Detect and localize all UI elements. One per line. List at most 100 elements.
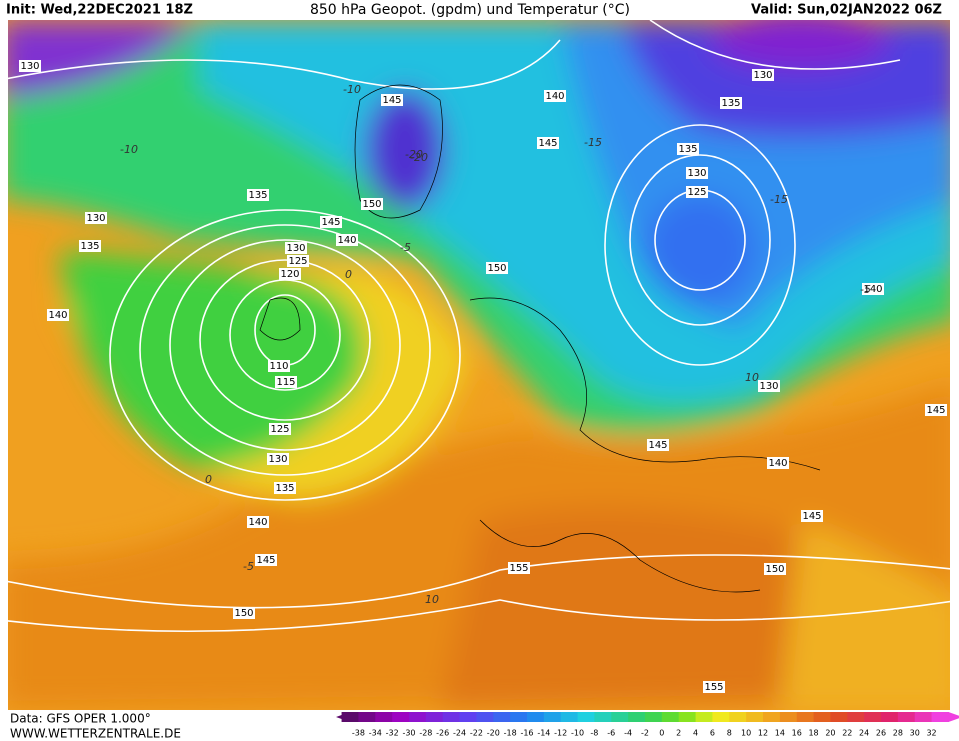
isotherm-label: 0 xyxy=(205,473,212,486)
colorbar-swatch xyxy=(577,712,595,722)
colorbar-swatch xyxy=(813,712,831,722)
colorbar-swatch xyxy=(914,712,933,722)
geopotential-label: 130 xyxy=(86,213,105,224)
colorbar-swatch xyxy=(459,712,477,722)
colorbar-swatch xyxy=(628,712,646,722)
colorbar-label: 16 xyxy=(792,729,802,738)
geopotential-label: 125 xyxy=(288,256,307,267)
colorbar-swatch xyxy=(897,712,916,722)
colorbar-swatch xyxy=(543,712,562,722)
colorbar-swatch xyxy=(392,712,410,722)
colorbar-label: 26 xyxy=(876,729,886,738)
geopotential-label: 135 xyxy=(721,98,740,109)
label-box xyxy=(79,240,101,252)
label-box xyxy=(336,234,358,246)
label-box xyxy=(703,681,725,693)
colorbar-label: -16 xyxy=(520,729,533,738)
geopotential-label: 145 xyxy=(256,555,275,566)
label-box xyxy=(720,97,742,109)
colorbar: -38 -34 -32 -30 -28 -26 -24 -22 -20 -18 -16 -14 -12-… xyxy=(336,712,959,738)
colorbar-swatch xyxy=(661,712,680,722)
data-source: Data: GFS OPER 1.000° xyxy=(10,712,151,726)
colorbar-label: -34 xyxy=(369,729,382,738)
colorbar-label: 20 xyxy=(825,729,835,738)
valid-time: Valid: Sun,02JAN2022 06Z xyxy=(751,3,942,18)
label-box xyxy=(758,380,780,392)
geopotential-label: 130 xyxy=(687,168,706,179)
label-box xyxy=(925,404,947,416)
colorbar-swatch xyxy=(560,712,579,722)
label-box xyxy=(752,69,774,81)
geopotential-label: 140 xyxy=(768,458,787,469)
colorbar-label: -6 xyxy=(607,729,615,738)
label-box xyxy=(279,268,301,280)
colorbar-label: 24 xyxy=(859,729,869,738)
colorbar-label: 6 xyxy=(710,729,715,738)
label-box xyxy=(381,94,403,106)
colorbar-swatch xyxy=(830,712,848,722)
label-box xyxy=(47,309,69,321)
isotherm-label: 0 xyxy=(345,268,352,281)
geopotential-label: 145 xyxy=(802,511,821,522)
colorbar-swatch xyxy=(442,712,461,722)
colorbar-swatch xyxy=(695,712,713,722)
colorbar-swatch xyxy=(645,712,663,722)
isotherm-label: -5 xyxy=(243,560,254,573)
colorbar-label: -14 xyxy=(537,729,550,738)
label-box xyxy=(544,90,566,102)
geopotential-label: 120 xyxy=(280,269,299,280)
colorbar-label: -12 xyxy=(554,729,567,738)
colorbar-label: 10 xyxy=(741,729,751,738)
coastlines xyxy=(259,84,821,593)
colorbar-swatch xyxy=(712,712,730,722)
colorbar-swatch xyxy=(527,712,545,722)
label-box xyxy=(285,242,307,254)
label-box xyxy=(85,212,107,224)
geopotential-label: 150 xyxy=(234,608,253,619)
label-box xyxy=(361,198,383,210)
colorbar-arrow xyxy=(948,712,959,722)
label-box xyxy=(287,255,309,267)
colorbar-label: -28 xyxy=(419,729,432,738)
label-box xyxy=(647,439,669,451)
colorbar-swatch xyxy=(341,712,359,722)
label-box xyxy=(862,283,884,295)
colorbar-label: -4 xyxy=(624,729,632,738)
geopotential-label: 155 xyxy=(509,563,528,574)
colorbar-label: 32 xyxy=(926,729,936,738)
label-box xyxy=(233,607,255,619)
geopotential-label: 135 xyxy=(678,144,697,155)
label-box xyxy=(677,143,699,155)
geopotential-label: 150 xyxy=(487,263,506,274)
isotherm-label: -15 xyxy=(584,136,602,149)
geopotential-label: 145 xyxy=(321,217,340,228)
geopotential-label: 145 xyxy=(648,440,667,451)
map-area: 130 145 140 145 130 135 135 130 125 130 135 135 145 1… xyxy=(8,20,950,710)
label-box xyxy=(267,453,289,465)
colorbar-swatch xyxy=(763,712,781,722)
geopotential-label: 135 xyxy=(248,190,267,201)
geopotential-contours xyxy=(8,20,950,633)
isotherm-label: -10 xyxy=(120,143,138,156)
colorbar-label: 12 xyxy=(758,729,768,738)
colorbar-swatch xyxy=(425,712,444,722)
geopotential-label: 140 xyxy=(48,310,67,321)
geopotential-label: 110 xyxy=(269,361,288,372)
colorbar-swatch xyxy=(594,712,612,722)
colorbar-label: 8 xyxy=(727,729,732,738)
colorbar-swatch xyxy=(931,712,949,722)
isotherm-label: 10 xyxy=(745,371,759,384)
colorbar-label: -30 xyxy=(402,729,415,738)
colorbar-label: 28 xyxy=(893,729,903,738)
label-box xyxy=(274,482,296,494)
label-box xyxy=(686,167,708,179)
map-title: 850 hPa Geopot. (gpdm) und Temperatur (°… xyxy=(310,2,630,18)
colorbar-label: -32 xyxy=(386,729,399,738)
isotherm-label: -5 xyxy=(860,283,871,296)
isotherm-label: -20 xyxy=(405,148,423,161)
colorbar-swatch xyxy=(729,712,747,722)
colorbar-swatch xyxy=(779,712,798,722)
colorbar-swatch xyxy=(796,712,815,722)
colorbar-label: -2 xyxy=(641,729,649,738)
